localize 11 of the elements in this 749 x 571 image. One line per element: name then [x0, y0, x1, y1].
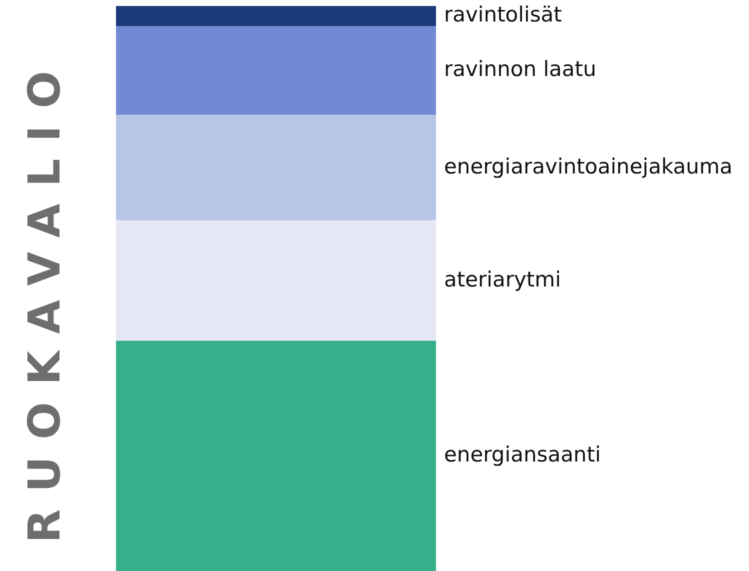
bar	[116, 26, 436, 116]
series-label: ravintolisät	[444, 2, 562, 27]
y-axis-title: RUOKAVALIO	[19, 54, 70, 544]
bar	[116, 220, 436, 342]
bar	[116, 6, 436, 27]
series-label: energiansaanti	[444, 442, 601, 466]
series-label: ateriarytmi	[444, 267, 561, 292]
bar	[116, 114, 436, 222]
bar	[116, 340, 436, 571]
series-label: ravinnon laatu	[444, 57, 596, 82]
series-label: energiaravintoainejakauma	[444, 154, 733, 178]
